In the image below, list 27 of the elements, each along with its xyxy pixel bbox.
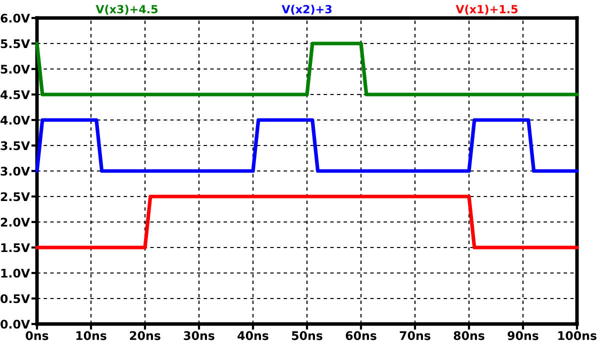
x-tick-label: 70ns xyxy=(400,331,430,340)
x-tick-label: 100ns xyxy=(558,331,596,340)
y-tick-label: 5.5V xyxy=(0,39,30,48)
y-tick-label: 5.0V xyxy=(0,64,30,74)
y-tick-label: 0.5V xyxy=(0,294,30,304)
y-tick-label: 2.0V xyxy=(0,218,30,227)
text: V(x1)+1.5 xyxy=(456,4,518,15)
y-tick-label: 4.0V xyxy=(0,116,30,125)
x-tick-label: 10ns xyxy=(76,331,106,340)
x-tick-label: 90ns xyxy=(508,331,538,340)
y-tick-label: 6.0V xyxy=(0,14,30,23)
x-tick-label: 80ns xyxy=(454,331,484,340)
x-tick-label: 0ns xyxy=(26,331,48,340)
y-tick-label: 1.0V xyxy=(1,268,30,278)
y-tick-label: 3.5V xyxy=(0,141,30,150)
text: V(x2)+3 xyxy=(282,4,332,15)
y-tick-label: 1.5V xyxy=(1,243,30,252)
x-tick-label: 20ns xyxy=(130,331,160,340)
y-tick-label: 0.0V xyxy=(0,320,30,329)
x-tick-label: 30ns xyxy=(184,331,214,340)
y-tick-label: 4.5V xyxy=(0,90,30,100)
x-tick-label: 40ns xyxy=(238,331,268,340)
y-tick-label: 2.5V xyxy=(0,192,30,202)
x-tick-label: 50ns xyxy=(292,331,322,340)
x-tick-label: 60ns xyxy=(346,331,376,340)
text: V(x3)+4.5 xyxy=(96,4,158,15)
y-tick-label: 3.0V xyxy=(0,166,30,176)
